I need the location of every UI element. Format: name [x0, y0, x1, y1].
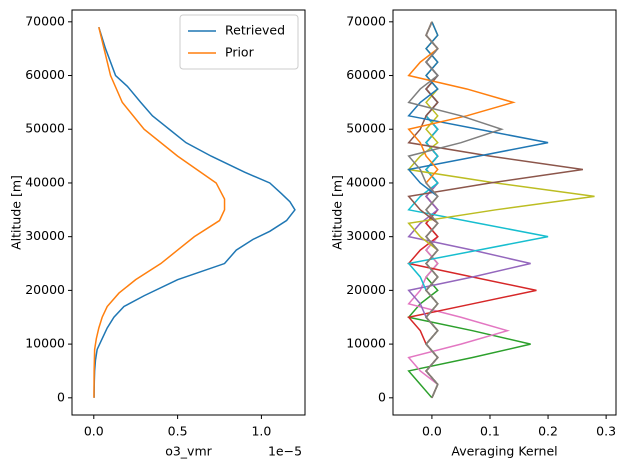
y-tick-label: 70000 — [25, 13, 65, 28]
y-axis-label: Altitude [m] — [330, 175, 345, 250]
x-offset-label: 1e−5 — [268, 444, 302, 459]
legend-box — [179, 14, 299, 70]
y-tick-label: 70000 — [346, 13, 386, 28]
x-axis-label: o3_vmr — [165, 444, 212, 459]
y-tick-label: 20000 — [25, 282, 65, 297]
legend: Retrieved Prior — [179, 14, 299, 70]
x-tick-label: 0.1 — [480, 424, 500, 439]
legend-label: Retrieved — [225, 23, 285, 38]
x-axis-label: Averaging Kernel — [451, 444, 557, 459]
y-tick-label: 60000 — [346, 67, 386, 82]
y-tick-label: 0 — [378, 389, 386, 404]
x-tick-label: 0.2 — [538, 424, 558, 439]
y-tick-label: 40000 — [346, 174, 386, 189]
y-tick-label: 20000 — [346, 282, 386, 297]
data-line — [93, 26, 296, 398]
data-line — [407, 21, 549, 399]
plot-frame — [71, 9, 306, 416]
y-tick-label: 30000 — [346, 228, 386, 243]
plot-frame — [392, 9, 617, 416]
y-axis-label: Altitude [m] — [9, 175, 24, 250]
y-tick-label: 10000 — [346, 336, 386, 351]
data-line — [407, 21, 549, 399]
axes: 0 10000 20000 30000 40000 50000 60000 70000 0.0 0… — [330, 9, 617, 459]
data-line — [93, 27, 226, 398]
y-tick-label: 50000 — [25, 121, 65, 136]
x-tick-label: 1.0 — [251, 424, 271, 439]
x-tick-label: 0.5 — [168, 424, 188, 439]
x-tick-label: 0.0 — [422, 424, 442, 439]
y-tick-label: 30000 — [25, 228, 65, 243]
legend-label: Prior — [225, 45, 255, 60]
axes: 0 10000 20000 30000 40000 50000 60000 70000 0.0 0… — [9, 9, 306, 459]
y-tick-label: 60000 — [25, 67, 65, 82]
y-tick-label: 0 — [57, 389, 65, 404]
y-tick-label: 40000 — [25, 174, 65, 189]
x-tick-label: 0.0 — [84, 424, 104, 439]
x-tick-label: 0.3 — [596, 424, 616, 439]
data-line — [407, 21, 504, 399]
y-tick-label: 10000 — [25, 336, 65, 351]
y-tick-label: 50000 — [346, 121, 386, 136]
